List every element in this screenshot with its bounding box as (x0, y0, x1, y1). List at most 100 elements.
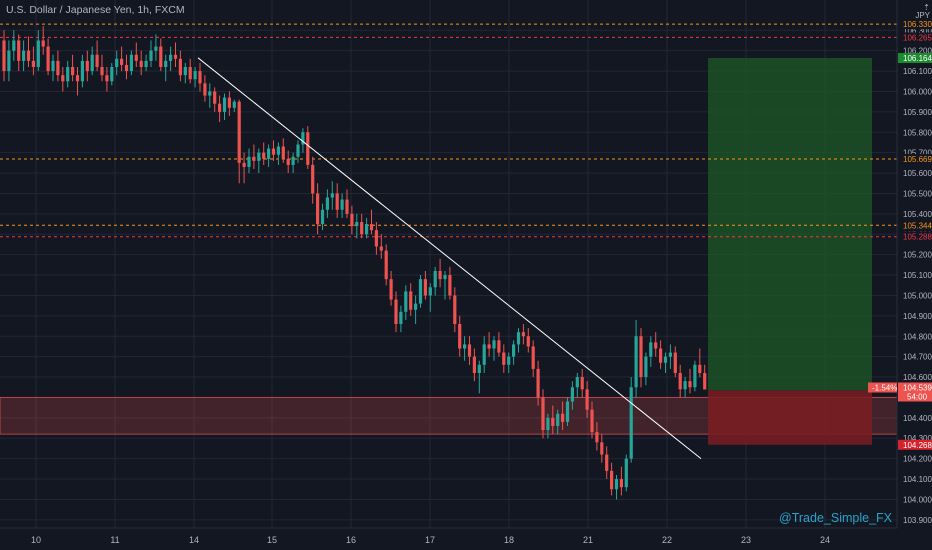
candle (374, 222, 378, 255)
candle (149, 40, 153, 67)
time-tick-label: 14 (189, 535, 199, 545)
candle-body (286, 158, 290, 165)
candle-body (600, 442, 604, 455)
candle-body (409, 291, 413, 310)
candle-body (129, 54, 133, 72)
price-tick-label: 105.500 (903, 189, 932, 198)
candle-body (56, 60, 60, 76)
candles (2, 26, 707, 500)
candle (605, 446, 609, 480)
candle-body (541, 397, 545, 431)
candle (570, 381, 574, 410)
candle-body (169, 54, 173, 61)
currency-arrow-icon: ⇡ (923, 3, 930, 12)
candle (580, 368, 584, 398)
current-price-text: 104.539 (903, 383, 932, 392)
price-tick-label: 105.400 (903, 210, 932, 219)
level-badge-105.288-bg (898, 231, 932, 242)
candle (418, 275, 423, 308)
candle-body (183, 66, 187, 76)
symbol-title[interactable]: U.S. Dollar / Japanese Yen, 1h, FXCM (6, 4, 185, 16)
candle (360, 213, 364, 239)
candle (335, 183, 339, 218)
trendline (197, 57, 702, 460)
candle (448, 266, 452, 300)
candle-body (531, 346, 535, 369)
candle (169, 46, 173, 72)
candle-body (610, 470, 614, 490)
candle-body (271, 148, 276, 155)
candle (2, 30, 6, 82)
candle (634, 319, 638, 398)
candle-body (703, 372, 707, 390)
candle (472, 348, 476, 382)
target-badge-text: 106.164 (903, 54, 932, 63)
candle (551, 405, 555, 435)
candle (595, 421, 599, 451)
candle (301, 128, 305, 153)
change-badge-text: -1.54% (872, 383, 897, 392)
candle (531, 340, 535, 378)
candle-body (350, 213, 354, 227)
candle (218, 95, 222, 123)
candle (66, 60, 70, 88)
candle (262, 142, 266, 165)
candle-body (66, 66, 70, 82)
stop-badge: 104.268 (898, 439, 932, 450)
candle-body (482, 344, 486, 365)
candle-body (120, 58, 124, 65)
candle (404, 285, 408, 320)
candle (703, 364, 707, 390)
candle (350, 205, 354, 235)
candle-body (222, 97, 227, 112)
candle-body (556, 413, 560, 427)
candle-body (369, 224, 374, 231)
candle-body (639, 336, 643, 378)
candle-body (345, 199, 349, 214)
level-badge-105.669-bg (898, 153, 932, 164)
candle-body (389, 279, 393, 300)
candle (541, 389, 545, 439)
candle (213, 87, 217, 112)
candle-body (227, 97, 231, 108)
price-tick-label: 103.900 (903, 516, 932, 525)
candle-body (71, 66, 75, 76)
price-tick-label: 104.600 (903, 373, 932, 382)
candle (159, 38, 163, 72)
price-tick-label: 105.200 (903, 251, 932, 260)
candle-body (605, 454, 609, 471)
candle (90, 46, 94, 76)
candle (399, 305, 403, 333)
candle-body (340, 199, 344, 210)
candle-body (154, 46, 158, 51)
candle-body (551, 417, 555, 427)
candle (237, 99, 241, 184)
candle-body (673, 352, 677, 373)
candle-body (173, 54, 178, 59)
time-tick-label: 21 (583, 535, 593, 545)
candle-body (443, 275, 447, 280)
candle (208, 83, 212, 108)
candle-body (438, 270, 442, 280)
price-tick-label: 104.200 (903, 455, 932, 464)
target-zone (708, 58, 872, 391)
candle-body (654, 342, 658, 349)
time-tick-label: 11 (110, 535, 119, 545)
price-tick-label: 104.400 (903, 414, 932, 423)
currency-code: JPY (915, 11, 930, 20)
candle-body (614, 479, 619, 490)
price-badges: 106.330 106.265 105.669 105.344 105.288 106.1… (868, 19, 932, 450)
time-axis[interactable]: 10 11 14 15 16 17 18 21 22 23 24 (31, 535, 830, 545)
candle-body (237, 101, 241, 163)
candle (644, 352, 648, 386)
level-badge-105.288: 105.288 (898, 231, 932, 242)
candle (173, 42, 178, 67)
level-badge-106.265: 106.265 (898, 32, 932, 43)
trendline-group[interactable] (197, 57, 702, 460)
time-axis-background (0, 528, 932, 550)
candle-body (75, 75, 80, 82)
candle-body (198, 71, 202, 84)
price-tick-label: 106.200 (903, 47, 932, 56)
